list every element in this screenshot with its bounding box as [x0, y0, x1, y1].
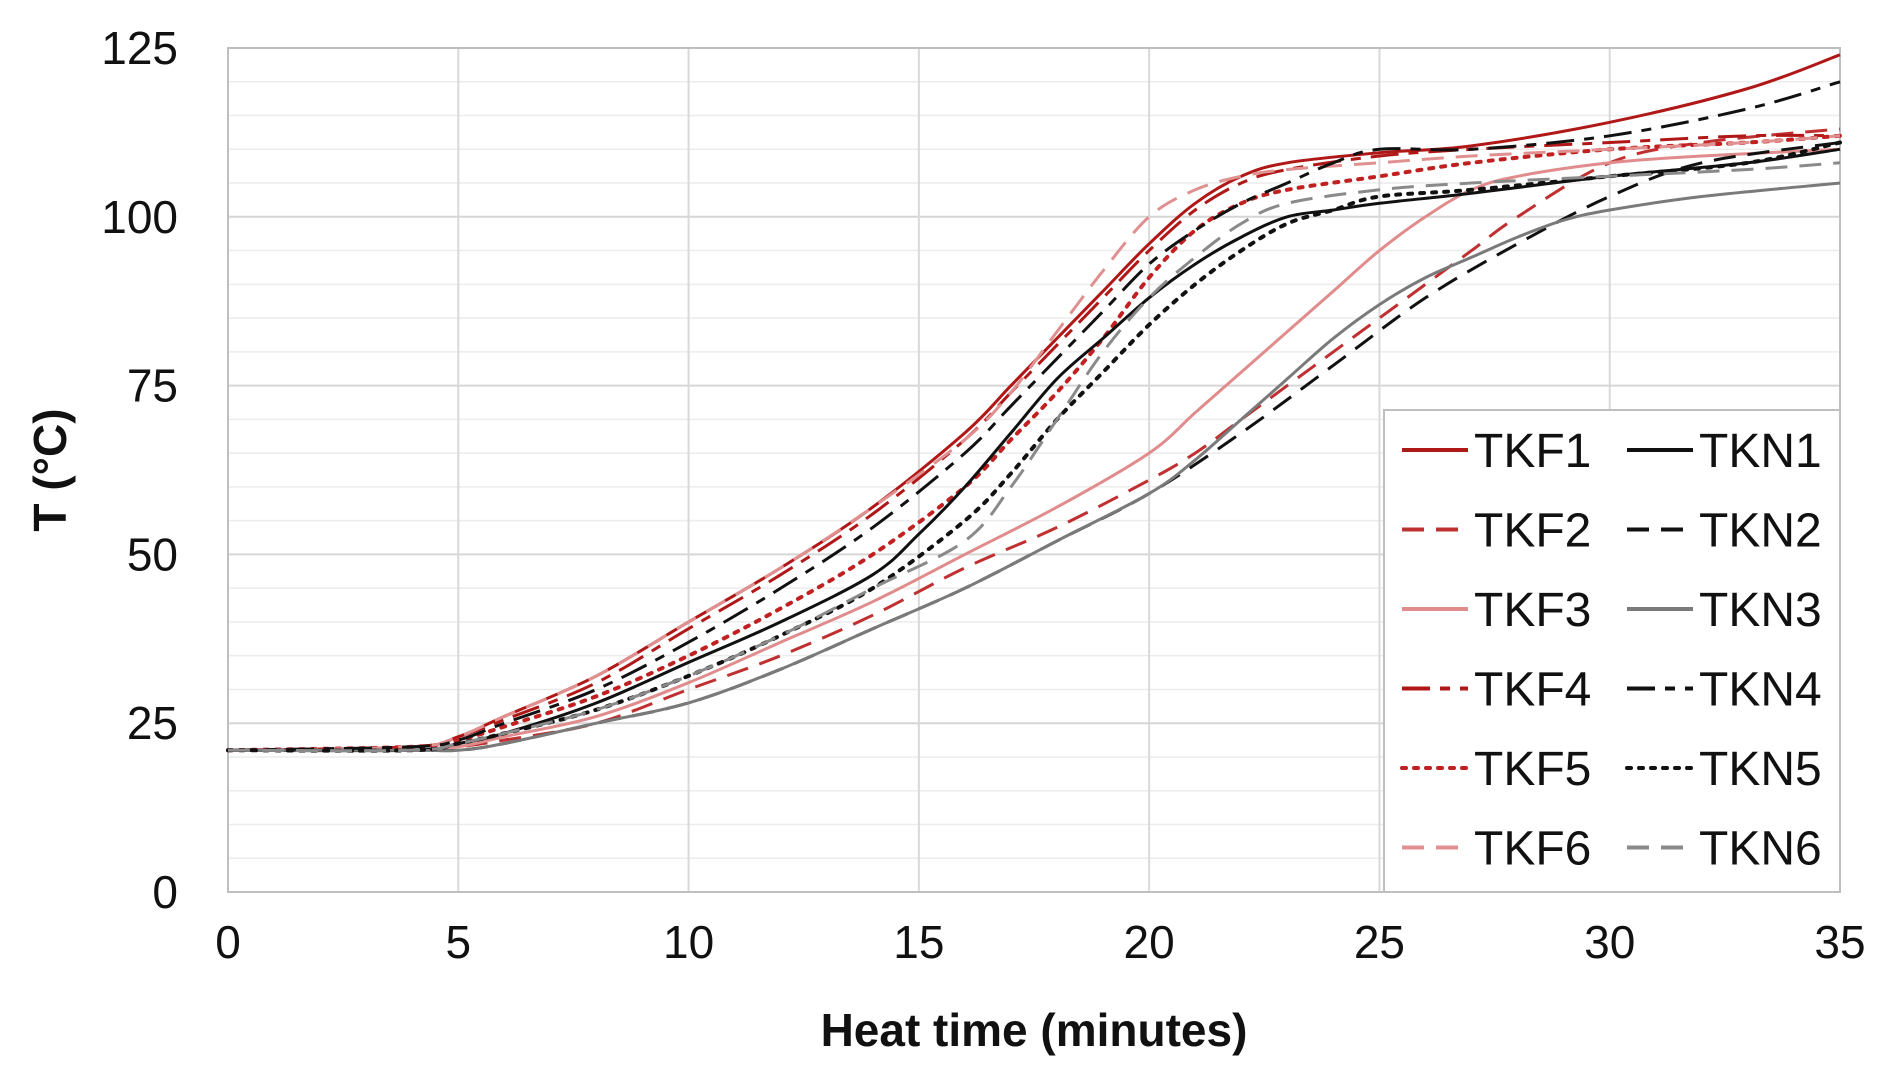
- series-line-tkn6: [227, 161, 1841, 753]
- x-tick-label: 10: [663, 916, 714, 968]
- x-tick-label: 25: [1354, 916, 1405, 968]
- y-tick-label: 100: [101, 191, 178, 243]
- x-tick-label: 30: [1584, 916, 1635, 968]
- x-tick-label: 0: [215, 916, 241, 968]
- series-line-tkn3: [228, 181, 1841, 753]
- legend-label-tkf5: TKF5: [1474, 743, 1591, 796]
- y-tick-label: 25: [127, 697, 178, 749]
- x-axis-title: Heat time (minutes): [821, 1004, 1248, 1056]
- series-line-tkn4: [227, 80, 1841, 752]
- series-line-tkn1: [227, 147, 1841, 753]
- y-tick-label: 125: [101, 22, 178, 74]
- series-line-tkf2: [227, 127, 1841, 752]
- legend-label-tkn4: TKN4: [1699, 664, 1822, 717]
- x-tick-label: 35: [1814, 916, 1865, 968]
- legend-label-tkf4: TKF4: [1474, 664, 1591, 717]
- legend-label-tkf6: TKF6: [1474, 823, 1591, 876]
- legend-label-tkn2: TKN2: [1699, 505, 1822, 558]
- x-tick-label: 20: [1124, 916, 1175, 968]
- y-axis-title: T (°C): [24, 408, 76, 531]
- y-tick-label: 0: [152, 866, 178, 918]
- legend-label-tkn3: TKN3: [1699, 584, 1822, 637]
- legend-label-tkf1: TKF1: [1474, 425, 1591, 478]
- series-line-tkf3: [227, 147, 1841, 752]
- y-tick-label: 75: [127, 360, 178, 412]
- y-tick-label: 50: [127, 528, 178, 580]
- legend-label-tkn6: TKN6: [1699, 823, 1822, 876]
- series-line-tkf1: [227, 53, 1841, 752]
- legend-label-tkn5: TKN5: [1699, 743, 1822, 796]
- series-line-tkf6: [227, 134, 1841, 752]
- legend-label-tkf2: TKF2: [1474, 505, 1591, 558]
- series-line-tkf5: [226, 133, 1842, 753]
- x-tick-label: 15: [893, 916, 944, 968]
- legend-box: [1383, 409, 1841, 893]
- legend-label-tkf3: TKF3: [1474, 584, 1591, 637]
- legend-label-tkn1: TKN1: [1699, 425, 1822, 478]
- x-tick-label: 5: [445, 916, 471, 968]
